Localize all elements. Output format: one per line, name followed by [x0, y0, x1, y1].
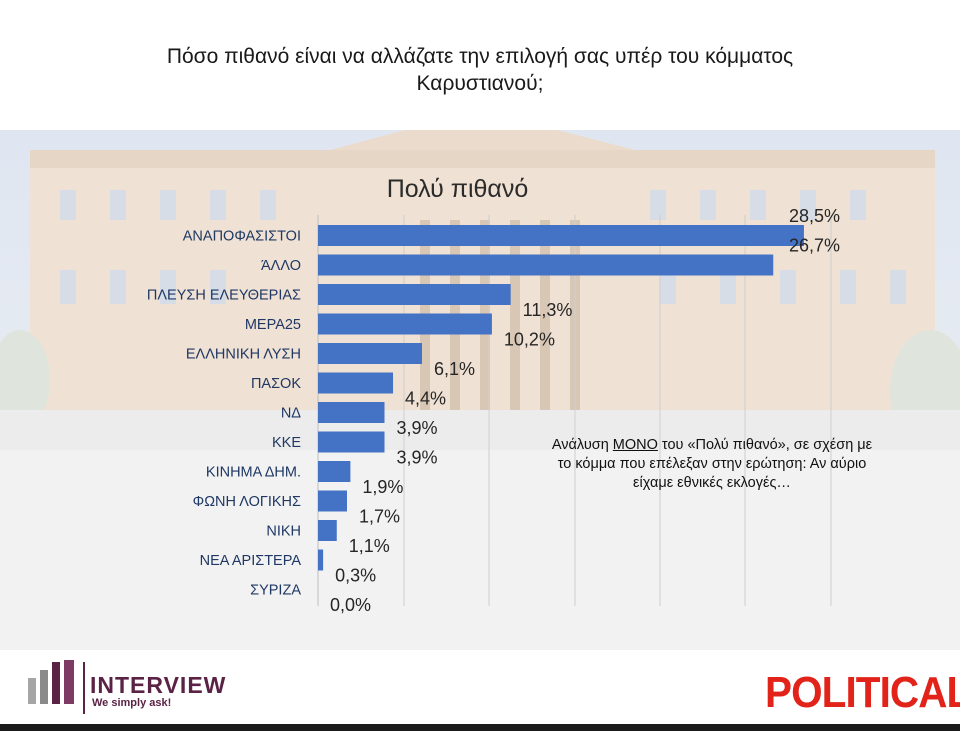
category-label: ΚΙΝΗΜΑ ΔΗΜ.	[206, 465, 301, 481]
interview-logo-brand: INTERVIEW	[90, 672, 227, 698]
category-label: ΆΛΛΟ	[261, 258, 301, 274]
interview-logo: INTERVIEW We simply ask!	[28, 660, 248, 716]
analysis-note-line-3: είχαμε εθνικές εκλογές…	[633, 475, 791, 491]
analysis-note-prefix: Ανάλυση	[551, 437, 613, 453]
interview-logo-mark	[28, 678, 36, 704]
data-label: 26,7%	[789, 236, 840, 256]
category-label: ΜΕΡΑ25	[245, 317, 301, 333]
bar	[318, 490, 347, 512]
data-label: 6,1%	[434, 359, 475, 379]
interview-logo-mark-bar	[40, 670, 48, 704]
category-label: ΠΑΣΟΚ	[251, 376, 301, 392]
data-label: 11,3%	[523, 300, 573, 320]
data-label: 3,9%	[396, 448, 437, 468]
category-label: ΝΔ	[281, 406, 301, 422]
bottom-strip	[0, 724, 960, 731]
interview-logo-divider	[83, 662, 85, 714]
category-label: ΚΚΕ	[272, 435, 301, 451]
bar	[318, 284, 511, 305]
data-label: 0,3%	[335, 566, 376, 586]
analysis-note-emphasis: ΜΟΝΟ	[612, 437, 658, 453]
chart-title: Πολύ πιθανό	[386, 175, 529, 203]
data-label: 1,1%	[349, 536, 390, 556]
category-label: ΕΛΛΗΝΙΚΗ ΛΥΣΗ	[186, 347, 301, 363]
bar	[318, 225, 804, 246]
analysis-note: Ανάλυση ΜΟΝΟ του «Πολύ πιθανό», σε σχέση…	[512, 436, 912, 493]
bar	[318, 313, 492, 335]
category-label: ΣΥΡΙΖΑ	[250, 583, 301, 599]
data-label: 10,2%	[504, 330, 555, 350]
category-label: ΠΛΕΥΣΗ ΕΛΕΥΘΕΡΙΑΣ	[147, 288, 301, 304]
category-label: ΝΕΑ ΑΡΙΣΤΕΡΑ	[200, 553, 302, 569]
category-label: ΑΝΑΠΟΦΑΣΙΣΤΟΙ	[183, 229, 301, 245]
data-label: 1,7%	[359, 507, 400, 527]
bar	[318, 461, 351, 482]
data-label: 0,0%	[330, 595, 371, 615]
category-label: ΦΩΝΗ ΛΟΓΙΚΗΣ	[193, 494, 301, 510]
bar	[318, 431, 385, 453]
bar	[318, 402, 385, 423]
bar	[318, 254, 774, 276]
interview-logo-tagline: We simply ask!	[92, 697, 172, 709]
analysis-note-line-1: Ανάλυση ΜΟΝΟ του «Πολύ πιθανό», σε σχέση…	[512, 436, 912, 455]
analysis-note-line-2: το κόμμα που επέλεξαν στην ερώτηση: Αν α…	[557, 456, 867, 472]
interview-logo-mark-bar	[64, 660, 74, 704]
interview-logo-mark-bar	[52, 662, 60, 704]
analysis-note-rest: του «Πολύ πιθανό», σε σχέση με	[657, 437, 873, 453]
page-title-line-1: Πόσο πιθανό είναι να αλλάζατε την επιλογ…	[166, 45, 794, 68]
data-label: 4,4%	[405, 389, 446, 409]
data-label: 3,9%	[396, 418, 437, 438]
bar	[318, 343, 423, 364]
page-title: Πόσο πιθανό είναι να αλλάζατε την επιλογ…	[0, 43, 960, 97]
data-label: 1,9%	[362, 477, 403, 497]
political-logo: POLITICAL	[765, 668, 960, 717]
bar	[318, 520, 337, 541]
category-label: ΝΙΚΗ	[266, 524, 301, 540]
bar	[318, 549, 324, 571]
page-title-line-2: Καρυστιανού;	[416, 72, 544, 95]
data-label: 28,5%	[789, 206, 840, 226]
bar	[318, 372, 394, 394]
